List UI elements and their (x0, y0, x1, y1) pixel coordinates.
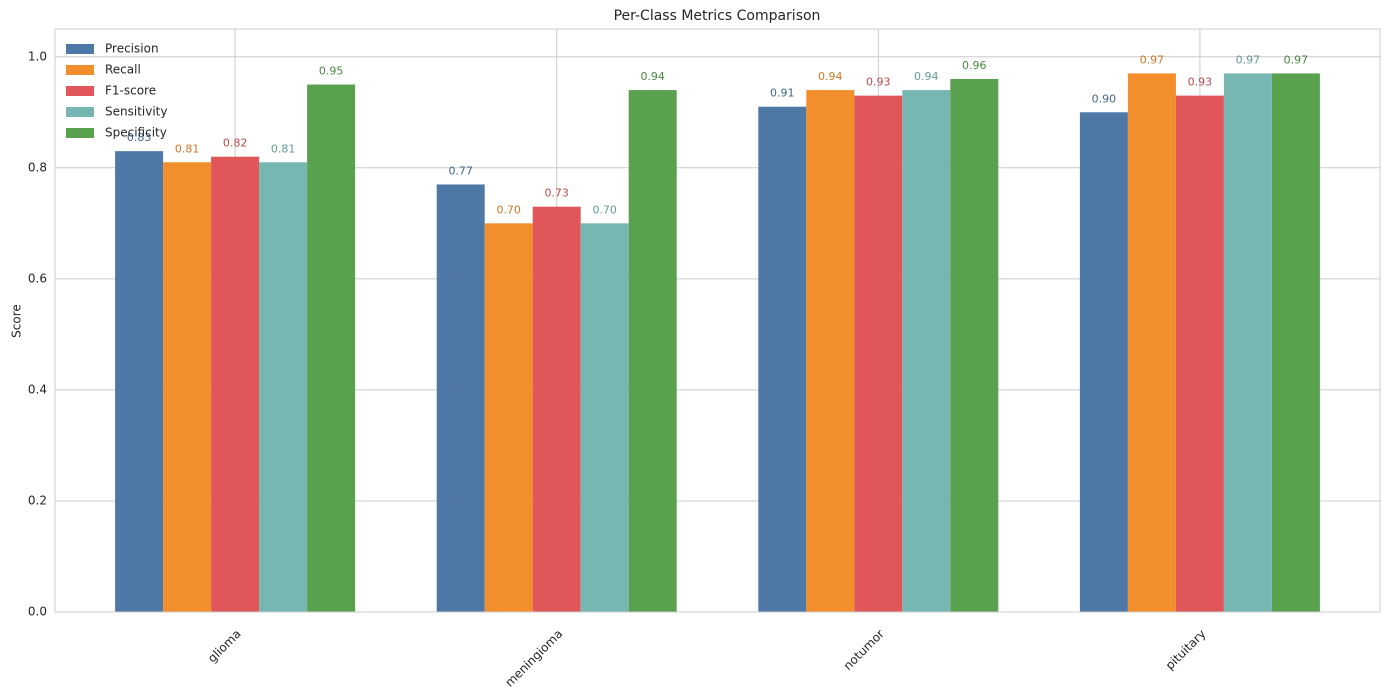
bar (1223, 73, 1272, 612)
y-axis-label: Score (10, 304, 24, 338)
y-tick-label: 0.0 (28, 605, 47, 619)
x-tick-label: meningioma (502, 627, 565, 690)
bar (1127, 73, 1176, 612)
bar (436, 184, 485, 612)
y-tick-label: 0.8 (28, 160, 47, 174)
bar (1271, 73, 1320, 612)
y-tick-label: 0.2 (28, 493, 47, 507)
value-label: 0.97 (1284, 53, 1309, 66)
bar (115, 151, 164, 612)
value-label: 0.94 (818, 70, 843, 83)
value-label: 0.81 (175, 142, 200, 155)
legend-swatch (66, 65, 94, 75)
value-label: 0.93 (866, 76, 891, 89)
value-label: 0.77 (448, 164, 473, 177)
legend-swatch (66, 128, 94, 138)
value-label: 0.70 (496, 203, 521, 216)
y-tick-label: 1.0 (28, 49, 47, 63)
chart-title: Per-Class Metrics Comparison (614, 8, 821, 24)
legend-label: Specificity (105, 126, 167, 140)
bar (307, 84, 356, 613)
value-label: 0.94 (914, 70, 939, 83)
bar (1175, 95, 1224, 613)
bar (532, 206, 581, 612)
x-tick-label: glioma (205, 627, 244, 666)
bar (854, 95, 903, 613)
legend-label: Sensitivity (105, 105, 167, 119)
bar (1079, 112, 1128, 613)
bar (163, 162, 212, 612)
plot-frame (54, 28, 1381, 613)
x-tick-label: pituitary (1163, 627, 1209, 673)
value-label: 0.73 (544, 187, 569, 200)
bar (806, 90, 855, 613)
value-label: 0.91 (770, 87, 795, 100)
legend-swatch (66, 86, 94, 96)
bar (628, 90, 677, 613)
value-label: 0.81 (271, 142, 296, 155)
bar (950, 78, 999, 612)
value-label: 0.95 (319, 65, 344, 78)
value-label: 0.90 (1092, 92, 1117, 105)
bar (580, 223, 629, 613)
value-label: 0.96 (962, 59, 987, 72)
y-tick-label: 0.4 (28, 382, 47, 396)
legend-swatch (66, 44, 94, 54)
bar (902, 90, 951, 613)
value-label: 0.97 (1140, 53, 1165, 66)
x-tick-label: notumor (841, 627, 887, 673)
value-label: 0.70 (592, 203, 617, 216)
value-label: 0.82 (223, 137, 248, 150)
value-label: 0.93 (1188, 76, 1213, 89)
value-label: 0.94 (640, 70, 665, 83)
legend-label: F1-score (105, 84, 156, 98)
value-label: 0.97 (1236, 53, 1261, 66)
bar (259, 162, 308, 612)
legend-swatch (66, 107, 94, 117)
bar (211, 156, 260, 612)
legend-label: Recall (105, 63, 141, 77)
y-tick-label: 0.6 (28, 271, 47, 285)
value-label: 0.83 (127, 131, 152, 144)
bar (758, 106, 807, 612)
bar (484, 223, 533, 613)
legend-label: Precision (105, 42, 159, 56)
